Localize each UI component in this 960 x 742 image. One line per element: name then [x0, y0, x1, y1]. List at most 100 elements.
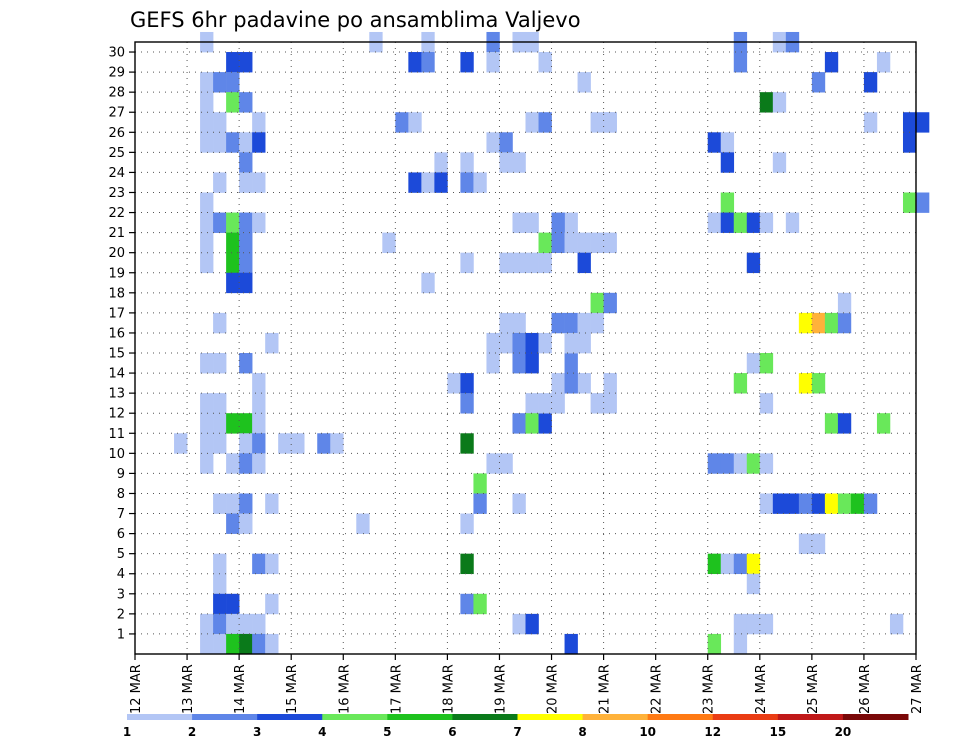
heatmap-cell	[239, 172, 253, 193]
heatmap-cell	[811, 312, 826, 334]
heatmap-cell	[577, 312, 591, 334]
heatmap-cell	[499, 132, 513, 153]
heatmap-cell	[252, 112, 266, 133]
x-axis: 12 MAR 13 MAR 14 MAR 15 MAR 16 MAR 17 MAR 18 M…	[129, 654, 925, 714]
heatmap-cell	[902, 132, 917, 153]
heatmap-cell	[460, 553, 474, 575]
y-tick-label: 15	[108, 347, 125, 362]
heatmap-cell	[226, 252, 240, 274]
y-tick-label: 7	[117, 507, 125, 522]
heatmap-cell	[226, 453, 240, 474]
heatmap-cell	[252, 132, 266, 153]
heatmap-cell	[239, 413, 253, 434]
heatmap-cell	[824, 312, 839, 334]
heatmap-cell	[590, 232, 604, 253]
heatmap-cell	[278, 433, 292, 454]
heatmap-cell	[512, 152, 526, 173]
y-tick-label: 13	[108, 387, 125, 402]
legend-label: 7	[513, 725, 521, 739]
heatmap-cell	[239, 433, 253, 454]
heatmap-cell	[226, 272, 240, 294]
heatmap-cell	[473, 593, 487, 615]
heatmap-cell	[538, 332, 552, 354]
heatmap-cell	[291, 433, 305, 454]
heatmap-cell	[525, 353, 539, 374]
heatmap-cell	[577, 72, 591, 93]
heatmap-cell	[499, 312, 513, 334]
heatmap-cell	[200, 112, 214, 133]
legend-label: 5	[383, 725, 391, 739]
y-tick-label: 11	[108, 427, 125, 442]
heatmap-cell	[759, 613, 774, 635]
heatmap-cell	[226, 52, 240, 73]
y-tick-label: 18	[108, 286, 125, 301]
heatmap-cell	[785, 212, 800, 233]
y-tick-label: 12	[108, 407, 125, 422]
heatmap-cell	[707, 212, 722, 233]
x-tick-label: 14 MAR	[233, 664, 248, 714]
heatmap-cell	[213, 633, 227, 655]
heatmap-cell	[577, 252, 591, 274]
y-tick-label: 21	[108, 226, 125, 241]
heatmap-cell	[746, 252, 761, 274]
y-tick-label: 28	[108, 86, 125, 101]
heatmap-cell	[564, 212, 578, 233]
legend-label: 8	[578, 725, 586, 739]
y-tick-label: 17	[108, 306, 125, 321]
y-tick-label: 19	[108, 266, 125, 281]
heatmap-cell	[239, 353, 253, 374]
heatmap-cell	[551, 393, 565, 414]
y-tick-label: 26	[108, 126, 125, 141]
heatmap-cell	[707, 553, 722, 575]
legend-swatch	[322, 714, 388, 720]
heatmap-cell	[720, 152, 735, 173]
x-tick-label: 24 MAR	[754, 664, 769, 714]
heatmap-cell	[889, 613, 904, 635]
heatmap-cell	[252, 393, 266, 414]
legend-label: 10	[639, 725, 656, 739]
heatmap-cell	[772, 493, 787, 514]
heatmap-cell	[863, 112, 878, 133]
heatmap-cell	[226, 72, 240, 93]
y-tick-label: 2	[117, 607, 125, 622]
heatmap-cell	[512, 353, 526, 374]
heatmap-cell	[473, 172, 487, 193]
heatmap-cell	[226, 593, 240, 615]
heatmap-cell	[200, 232, 214, 253]
heatmap-cell	[213, 353, 227, 374]
heatmap-cell	[564, 332, 578, 354]
heatmap-cell	[590, 112, 604, 133]
heatmap-cell	[447, 373, 461, 394]
heatmap-cell	[200, 132, 214, 153]
heatmap-cell	[200, 92, 214, 113]
heatmap-cell	[200, 192, 214, 213]
heatmap-cell	[421, 172, 435, 193]
heatmap-cell	[265, 332, 279, 354]
heatmap-cell	[551, 312, 565, 334]
heatmap-cell	[824, 493, 839, 514]
heatmap-cell	[200, 353, 214, 374]
heatmap-cell	[512, 493, 526, 514]
heatmap-cell	[239, 132, 253, 153]
heatmap-cell	[252, 453, 266, 474]
heatmap-cell	[226, 92, 240, 113]
heatmap-cell	[798, 373, 813, 394]
heatmap-cell	[746, 212, 761, 233]
y-tick-label: 14	[108, 367, 125, 382]
chart-title: GEFS 6hr padavine po ansamblima Valjevo	[130, 8, 581, 32]
heatmap-cell	[434, 152, 448, 173]
legend-label: 20	[835, 725, 852, 739]
heatmap-cell	[200, 633, 214, 655]
heatmap-cell	[213, 553, 227, 575]
heatmap-cell	[837, 413, 852, 434]
heatmap-cell	[174, 433, 188, 454]
heatmap-cell	[811, 72, 826, 93]
heatmap-cell	[434, 172, 448, 193]
heatmap-cell	[239, 633, 253, 655]
x-tick-label: 22 MAR	[650, 664, 665, 714]
y-axis: 1234567891011121314151617181920212223242…	[108, 46, 135, 642]
heatmap-cell	[499, 252, 513, 274]
x-tick-label: 25 MAR	[806, 664, 821, 714]
heatmap-cell	[590, 292, 604, 314]
heatmap-cell	[382, 232, 396, 253]
